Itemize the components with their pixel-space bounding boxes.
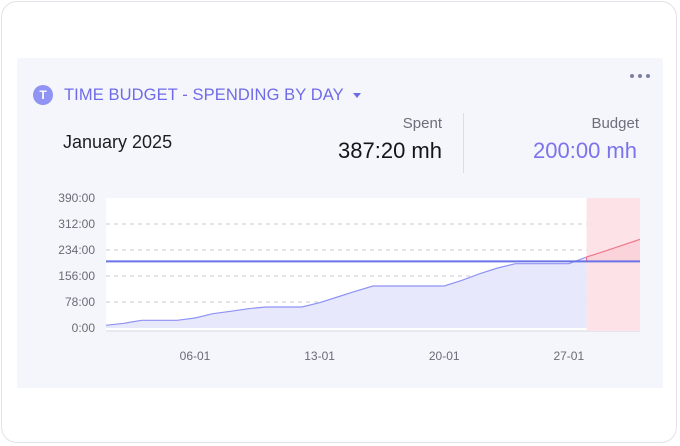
x-tick-label: 06-01 [180, 349, 211, 363]
y-tick-label: 0:00 [72, 321, 96, 335]
time-budget-icon: T [33, 85, 53, 105]
budget-label: Budget [591, 115, 639, 132]
y-tick-label: 390:00 [58, 191, 95, 205]
y-tick-label: 78:00 [65, 295, 95, 309]
y-tick-label: 234:00 [58, 243, 95, 257]
more-options-icon[interactable] [630, 71, 652, 81]
under-budget-series-line [105, 256, 587, 326]
budget-value: 200:00 mh [533, 138, 637, 163]
time-budget-card: T TIME BUDGET - SPENDING BY DAY January … [17, 58, 663, 388]
under-budget-area [106, 257, 587, 328]
chevron-down-icon[interactable] [352, 92, 361, 98]
x-tick-label: 20-01 [429, 349, 460, 363]
spent-label: Spent [402, 115, 442, 132]
y-tick-label: 156:00 [58, 269, 95, 283]
spending-chart: 390:00 312:00 234:00 156:00 78:00 0:00 06-01 1… [58, 191, 641, 363]
widget-title: TIME BUDGET - SPENDING BY DAY [64, 85, 344, 104]
y-tick-label: 312:00 [58, 217, 95, 231]
over-budget-area [586, 239, 640, 262]
over-budget-series-line [586, 238, 641, 262]
stats-divider [463, 113, 464, 173]
widget-title-dropdown[interactable]: T TIME BUDGET - SPENDING BY DAY [33, 84, 361, 106]
x-tick-label: 13-01 [304, 349, 335, 363]
x-tick-label: 27-01 [553, 349, 584, 363]
over-budget-shade [586, 198, 640, 331]
spent-value: 387:20 mh [338, 138, 442, 163]
period-label: January 2025 [63, 132, 173, 152]
